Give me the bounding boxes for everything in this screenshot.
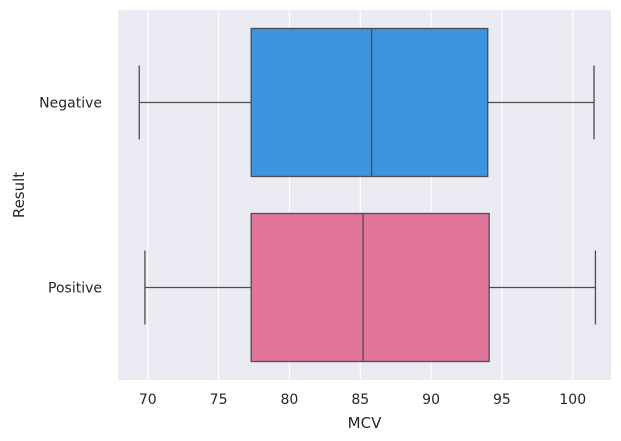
x-tick-label: 75 xyxy=(210,392,228,408)
box-negative xyxy=(138,27,595,178)
x-axis-label: MCV xyxy=(348,414,382,432)
y-tick-label: Negative xyxy=(39,96,102,112)
x-tick-label: 95 xyxy=(493,392,511,408)
box-iqr xyxy=(250,27,489,178)
x-tick-label: 70 xyxy=(139,392,157,408)
box-iqr xyxy=(250,212,490,363)
boxes xyxy=(138,27,597,363)
box-positive xyxy=(144,212,597,363)
y-tick-labels: Negative Positive xyxy=(39,96,102,297)
y-axis-label: Result xyxy=(10,172,28,218)
x-tick-label: 100 xyxy=(559,392,586,408)
x-tick-labels: 70 75 80 85 90 95 100 xyxy=(139,392,586,408)
x-tick-label: 80 xyxy=(281,392,299,408)
x-tick-label: 90 xyxy=(422,392,440,408)
x-tick-label: 85 xyxy=(351,392,369,408)
y-tick-label: Positive xyxy=(48,281,102,297)
